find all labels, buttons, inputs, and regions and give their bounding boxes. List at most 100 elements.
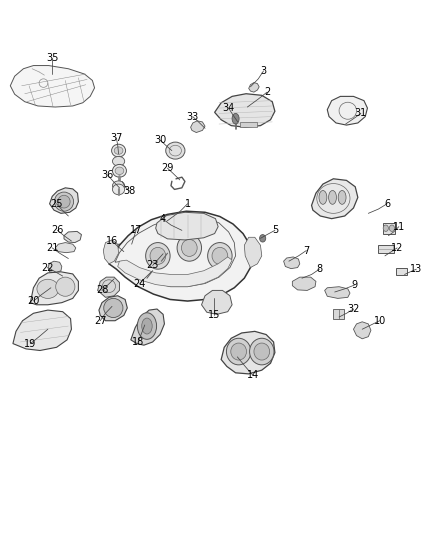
Ellipse shape [117,247,122,254]
Polygon shape [325,287,350,298]
Polygon shape [191,121,205,133]
Text: 2: 2 [264,87,270,97]
Ellipse shape [166,142,185,159]
Ellipse shape [114,244,125,257]
Ellipse shape [56,277,75,296]
Text: 4: 4 [159,214,165,224]
Ellipse shape [114,147,123,155]
Bar [396,268,407,275]
Text: 25: 25 [50,199,63,209]
Text: 37: 37 [110,133,123,143]
Text: 10: 10 [374,316,386,326]
Text: 26: 26 [51,225,64,236]
Ellipse shape [338,190,346,204]
Text: 21: 21 [46,243,58,253]
Text: 17: 17 [130,225,142,236]
Ellipse shape [146,243,170,269]
Ellipse shape [212,247,228,264]
Ellipse shape [250,338,274,365]
Ellipse shape [208,243,232,269]
Text: 20: 20 [27,296,39,306]
Text: 7: 7 [303,246,310,255]
Text: 12: 12 [391,243,403,253]
Text: 29: 29 [161,163,174,173]
Ellipse shape [232,114,239,124]
Text: 22: 22 [42,263,54,272]
Polygon shape [221,332,275,374]
Ellipse shape [130,237,136,245]
Ellipse shape [383,225,389,231]
Ellipse shape [260,235,266,242]
Ellipse shape [113,184,125,195]
Ellipse shape [58,195,70,208]
Text: 28: 28 [96,286,108,295]
Ellipse shape [142,318,152,334]
Bar [333,309,344,319]
Text: 1: 1 [184,199,191,209]
Text: 23: 23 [146,261,159,270]
Text: 8: 8 [316,264,322,274]
Ellipse shape [115,167,124,174]
Text: 5: 5 [272,225,278,236]
Ellipse shape [113,157,125,166]
Bar [383,223,395,233]
Ellipse shape [319,190,327,204]
Polygon shape [131,309,164,345]
Text: 3: 3 [261,66,267,76]
Ellipse shape [389,225,395,231]
Polygon shape [98,277,120,297]
Ellipse shape [150,247,166,264]
Bar [240,122,257,127]
Polygon shape [311,179,358,219]
Bar [131,239,134,243]
Text: 15: 15 [208,310,220,320]
Text: 36: 36 [102,170,114,180]
Polygon shape [249,83,259,92]
Polygon shape [284,257,300,269]
Polygon shape [109,211,252,301]
Text: 9: 9 [351,280,357,290]
Text: 14: 14 [247,370,259,381]
Ellipse shape [226,338,251,365]
Text: 24: 24 [133,279,146,288]
Polygon shape [353,322,371,339]
Polygon shape [155,212,218,240]
Text: 6: 6 [384,199,390,209]
Text: 32: 32 [347,304,360,314]
Ellipse shape [254,343,270,360]
Ellipse shape [231,343,247,360]
Polygon shape [13,310,71,351]
Bar [378,245,394,253]
Ellipse shape [113,181,125,190]
Ellipse shape [104,298,123,318]
Text: 27: 27 [94,316,106,326]
Text: 16: 16 [106,236,118,246]
Ellipse shape [113,165,127,177]
Text: 13: 13 [410,264,423,274]
Polygon shape [99,296,127,321]
Polygon shape [55,243,76,253]
Text: 34: 34 [223,103,235,113]
Polygon shape [327,96,367,125]
Ellipse shape [328,190,336,204]
Ellipse shape [112,144,126,157]
Polygon shape [215,94,275,127]
Polygon shape [49,188,78,213]
Text: 35: 35 [46,53,58,63]
Polygon shape [11,66,95,107]
Polygon shape [201,290,232,314]
Polygon shape [292,277,316,290]
Polygon shape [103,240,119,264]
Text: 18: 18 [132,337,145,347]
Text: 19: 19 [24,338,36,349]
Text: 33: 33 [187,111,199,122]
Polygon shape [48,261,62,273]
Polygon shape [118,257,232,287]
Polygon shape [30,272,78,305]
Ellipse shape [181,239,197,256]
Polygon shape [244,237,262,268]
Text: 31: 31 [355,108,367,118]
Text: 38: 38 [124,186,136,196]
Polygon shape [64,231,81,243]
Ellipse shape [138,313,156,340]
